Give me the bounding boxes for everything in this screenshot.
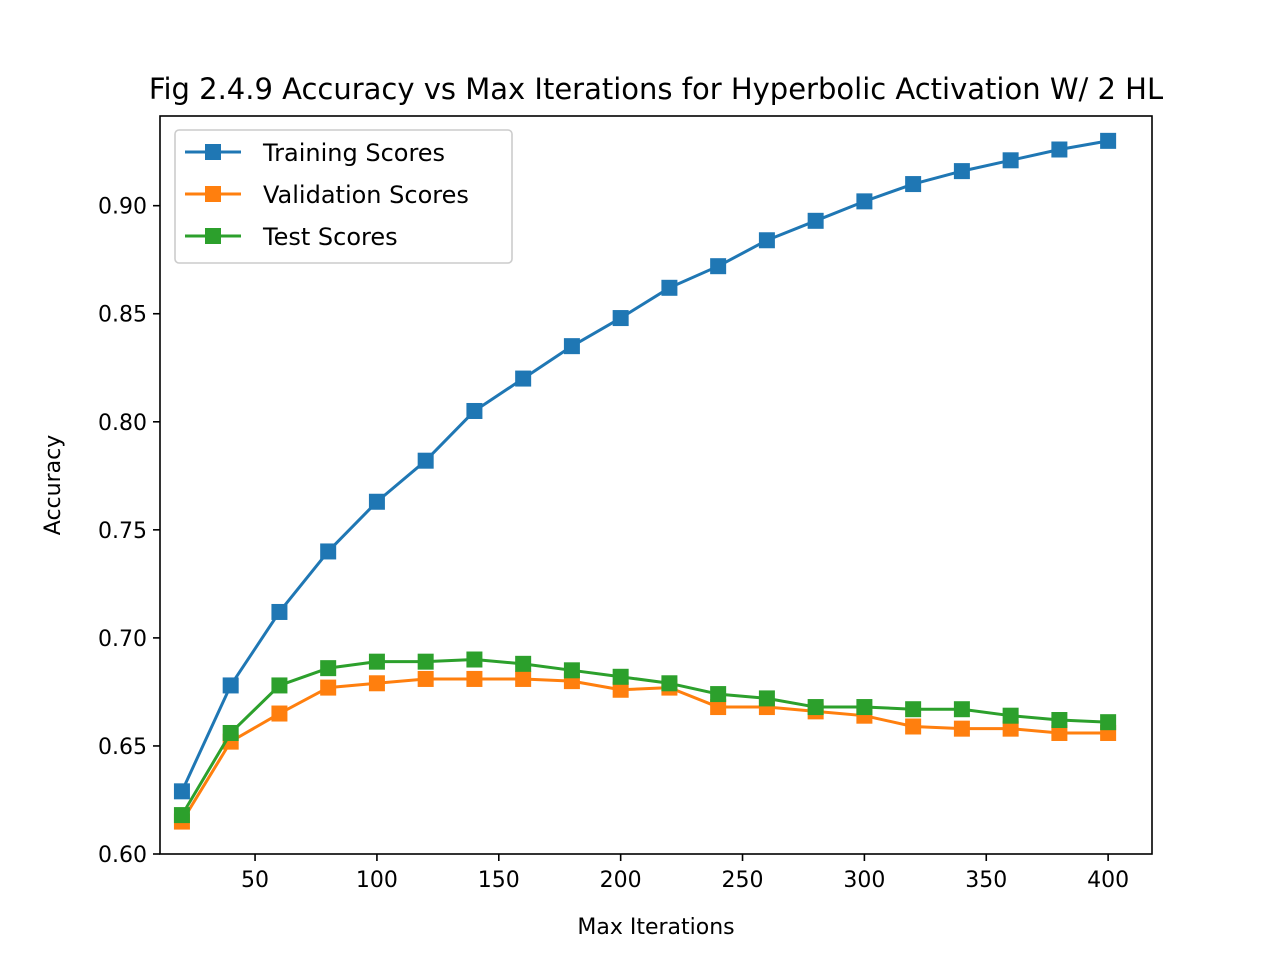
data-point-test-scores	[515, 655, 532, 672]
x-tick-label: 150	[478, 868, 520, 893]
data-point-training-scores	[320, 543, 337, 560]
y-tick-label: 0.75	[98, 519, 147, 544]
data-point-training-scores	[563, 338, 580, 355]
series-line-test-scores	[179, 658, 1110, 818]
data-point-test-scores	[612, 668, 629, 685]
data-point-test-scores	[320, 660, 337, 677]
x-axis-label: Max Iterations	[577, 915, 734, 940]
data-point-training-scores	[905, 176, 922, 193]
data-point-validation-scores	[271, 705, 288, 722]
data-point-test-scores	[661, 675, 678, 692]
data-point-training-scores	[856, 193, 873, 210]
series-line-training-scores	[179, 139, 1110, 794]
series-line-validation-scores	[179, 677, 1110, 824]
y-tick-label: 0.65	[98, 735, 147, 760]
series-test-scores	[173, 651, 1117, 824]
x-axis: 50 100 150 200 250 300 350 400	[241, 854, 1129, 893]
data-point-training-scores	[710, 258, 727, 275]
data-point-test-scores	[368, 653, 385, 670]
legend-entry-training: Training Scores	[185, 139, 445, 167]
data-point-test-scores	[807, 699, 824, 716]
data-point-test-scores	[1100, 714, 1117, 731]
data-point-training-scores	[1100, 132, 1117, 149]
legend-box	[174, 129, 513, 264]
data-point-training-scores	[466, 402, 483, 419]
data-point-test-scores	[563, 662, 580, 679]
legend-entry-test: Test Scores	[185, 223, 398, 251]
data-point-test-scores	[758, 690, 775, 707]
data-point-validation-scores	[905, 718, 922, 735]
data-point-validation-scores	[320, 679, 337, 696]
data-point-training-scores	[1051, 141, 1068, 158]
series-training-scores	[173, 132, 1117, 800]
chart-title: Fig 2.4.9 Accuracy vs Max Iterations for…	[149, 72, 1163, 106]
x-tick-label: 50	[241, 868, 269, 893]
data-point-test-scores	[1051, 712, 1068, 729]
data-point-training-scores	[953, 163, 970, 180]
legend-label-test: Test Scores	[262, 223, 398, 251]
data-point-training-scores	[222, 677, 239, 694]
data-point-validation-scores	[417, 670, 434, 687]
x-tick-label: 300	[843, 868, 885, 893]
data-point-training-scores	[661, 279, 678, 296]
data-point-training-scores	[807, 212, 824, 229]
data-point-test-scores	[271, 677, 288, 694]
legend: Training Scores Validation Scores Test S…	[174, 129, 513, 264]
data-point-test-scores	[953, 701, 970, 718]
y-tick-label: 0.70	[98, 627, 147, 652]
x-tick-label: 100	[356, 868, 398, 893]
data-point-validation-scores	[466, 670, 483, 687]
legend-marker-test	[205, 228, 221, 244]
data-point-validation-scores	[368, 675, 385, 692]
legend-marker-validation	[205, 186, 221, 202]
data-point-training-scores	[1002, 152, 1019, 169]
data-point-test-scores	[710, 686, 727, 703]
plot-frame	[159, 115, 1153, 855]
data-point-test-scores	[856, 699, 873, 716]
data-point-test-scores	[1002, 707, 1019, 724]
x-tick-label: 250	[722, 868, 764, 893]
data-point-test-scores	[905, 701, 922, 718]
data-point-training-scores	[417, 452, 434, 469]
data-point-training-scores	[612, 310, 629, 327]
y-tick-label: 0.85	[98, 303, 147, 328]
data-point-test-scores	[222, 724, 239, 741]
data-point-test-scores	[173, 807, 190, 824]
data-point-training-scores	[173, 783, 190, 800]
data-point-validation-scores	[1051, 724, 1068, 741]
y-tick-label: 0.90	[98, 195, 147, 220]
data-point-test-scores	[466, 651, 483, 668]
y-axis: 0.60 0.65 0.70 0.75 0.80 0.85 0.90	[98, 195, 160, 868]
y-tick-label: 0.80	[98, 411, 147, 436]
x-tick-label: 200	[600, 868, 642, 893]
x-tick-label: 400	[1087, 868, 1129, 893]
y-tick-label: 0.60	[98, 843, 147, 868]
data-point-training-scores	[368, 493, 385, 510]
data-point-validation-scores	[710, 699, 727, 716]
legend-marker-training	[205, 144, 221, 160]
data-point-validation-scores	[612, 681, 629, 698]
series-layer	[173, 132, 1117, 830]
data-point-validation-scores	[1002, 720, 1019, 737]
data-point-test-scores	[417, 653, 434, 670]
data-point-training-scores	[271, 603, 288, 620]
data-point-training-scores	[515, 370, 532, 387]
legend-entry-validation: Validation Scores	[185, 181, 469, 209]
data-point-training-scores	[758, 232, 775, 249]
x-tick-label: 350	[965, 868, 1007, 893]
data-point-validation-scores	[953, 720, 970, 737]
y-axis-label: Accuracy	[41, 435, 66, 535]
legend-label-validation: Validation Scores	[263, 181, 469, 209]
legend-label-training: Training Scores	[262, 139, 445, 167]
data-point-validation-scores	[515, 670, 532, 687]
